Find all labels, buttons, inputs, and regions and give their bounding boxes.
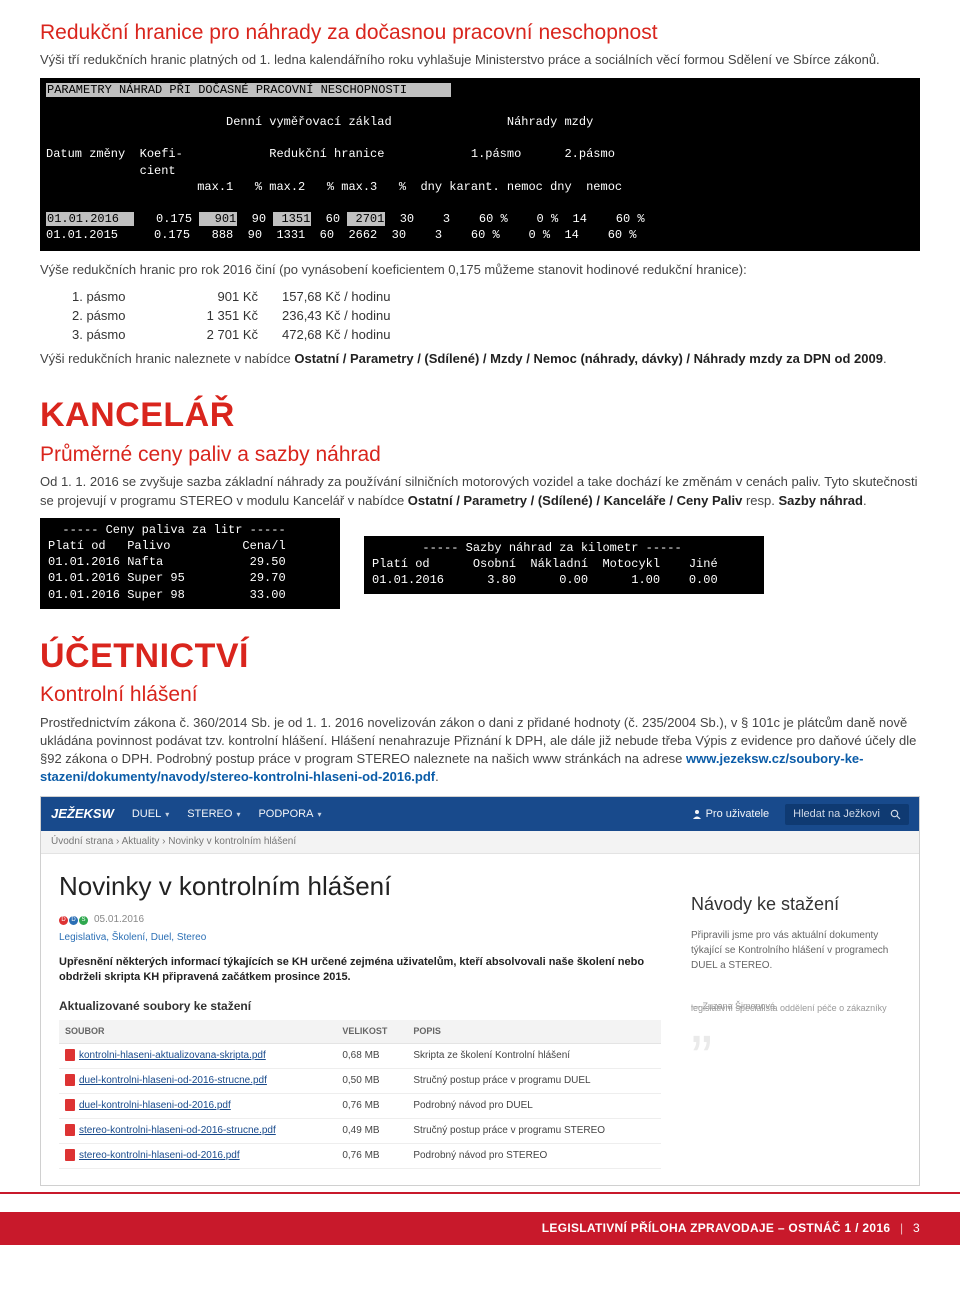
s2-post: . [863,493,867,508]
file-size: 0,49 MB [336,1118,407,1143]
footer-sep: | [894,1221,909,1235]
sidebar-body: Připravili jsme pro vás aktuální dokumen… [691,928,901,973]
section1-closing: Výši redukčních hranic naleznete v nabíd… [40,350,920,368]
terminal-km-rates: ----- Sazby náhrad za kilometr ----- Pla… [364,536,764,595]
section1-after-terminal: Výše redukčních hranic pro rok 2016 činí… [40,261,920,279]
article-tags[interactable]: Legislativa, Školení, Duel, Stereo [59,931,661,945]
site-navbar: JEŽEKSW DUEL ▾ STEREO ▾ PODPORA ▾ Pro už… [41,797,919,831]
search-input[interactable]: Hledat na Ježkovi [785,804,909,825]
file-desc: Stručný postup práce v programu DUEL [407,1068,661,1093]
downloads-table: SOUBOR VELIKOST POPIS kontrolni-hlaseni-… [59,1020,661,1169]
section3-paragraph: Prostřednictvím zákona č. 360/2014 Sb. j… [40,714,920,787]
file-link[interactable]: duel-kontrolni-hlaseni-od-2016-strucne.p… [79,1075,267,1086]
col-size: VELIKOST [336,1020,407,1043]
band-row: 3. pásmo2 701 Kč472,68 Kč / hodinu [72,326,920,344]
col-file: SOUBOR [59,1020,336,1043]
footer-rule [0,1192,960,1194]
closing-bold: Ostatní / Parametry / (Sdílené) / Mzdy /… [294,351,883,366]
footer-page: 3 [913,1221,920,1235]
section3-subheading: Kontrolní hlášení [40,680,920,709]
user-icon [692,809,702,819]
search-icon [890,809,901,820]
section2-paragraph: Od 1. 1. 2016 se zvyšuje sazba základní … [40,473,920,509]
file-desc: Skripta ze školení Kontrolní hlášení [407,1043,661,1068]
section1-intro: Výši tří redukčních hranic platných od 1… [40,51,920,69]
section3-title: ÚČETNICTVÍ [40,633,920,681]
site-logo[interactable]: JEŽEKSW [51,805,114,823]
table-row: duel-kontrolni-hlaseni-od-2016-strucne.p… [59,1068,661,1093]
tag-icon: DDS [59,916,88,925]
section1-heading: Redukční hranice pro náhrady za dočasnou… [40,18,920,47]
website-screenshot: JEŽEKSW DUEL ▾ STEREO ▾ PODPORA ▾ Pro už… [40,796,920,1186]
quote-icon: „ [691,1011,901,1030]
terminal-fuel-prices: ----- Ceny paliva za litr ----- Platí od… [40,518,340,609]
article-lead: Upřesnění některých informací týkajících… [59,955,661,986]
file-desc: Podrobný návod pro STEREO [407,1143,661,1168]
breadcrumb: Úvodní strana › Aktuality › Novinky v ko… [41,831,919,854]
sidebar-title: Návody ke stažení [691,892,901,917]
downloads-heading: Aktualizované soubory ke stažení [59,998,661,1015]
file-desc: Stručný postup práce v programu STEREO [407,1118,661,1143]
file-size: 0,68 MB [336,1043,407,1068]
s2-bold1: Ostatní / Parametry / (Sdílené) / Kancel… [408,493,743,508]
band-row: 2. pásmo1 351 Kč236,43 Kč / hodinu [72,307,920,325]
file-link[interactable]: stereo-kontrolni-hlaseni-od-2016-strucne… [79,1125,276,1136]
band-row: 1. pásmo901 Kč157,68 Kč / hodinu [72,288,920,306]
article-date: 05.01.2016 [94,913,144,927]
col-desc: POPIS [407,1020,661,1043]
section2-subheading: Průměrné ceny paliv a sazby náhrad [40,440,920,469]
file-size: 0,50 MB [336,1068,407,1093]
pdf-icon [65,1049,75,1061]
nav-item-podpora[interactable]: PODPORA ▾ [258,807,321,822]
pdf-icon [65,1099,75,1111]
table-row: kontrolni-hlaseni-aktualizovana-skripta.… [59,1043,661,1068]
closing-pre: Výši redukčních hranic naleznete v nabíd… [40,351,294,366]
reduction-bands-list: 1. pásmo901 Kč157,68 Kč / hodinu2. pásmo… [72,288,920,345]
file-size: 0,76 MB [336,1143,407,1168]
nav-item-duel[interactable]: DUEL ▾ [132,807,169,822]
pdf-icon [65,1124,75,1136]
nav-user-link[interactable]: Pro uživatele [692,807,770,822]
table-row: duel-kontrolni-hlaseni-od-2016.pdf 0,76 M… [59,1093,661,1118]
nav-item-stereo[interactable]: STEREO ▾ [187,807,240,822]
table-row: stereo-kontrolni-hlaseni-od-2016-strucne… [59,1118,661,1143]
file-desc: Podrobný návod pro DUEL [407,1093,661,1118]
section2-title: KANCELÁŘ [40,392,920,440]
s2-bold2: Sazby náhrad [778,493,863,508]
table-row: stereo-kontrolni-hlaseni-od-2016.pdf 0,76… [59,1143,661,1168]
file-link[interactable]: kontrolni-hlaseni-aktualizovana-skripta.… [79,1050,266,1061]
terminal-parameters: PARAMETRY NÁHRAD PŘI DOČASNÉ PRACOVNÍ NE… [40,78,920,252]
file-link[interactable]: stereo-kontrolni-hlaseni-od-2016.pdf [79,1150,240,1161]
article-title: Novinky v kontrolním hlášení [59,868,661,904]
s2-mid: resp. [742,493,778,508]
pdf-icon [65,1074,75,1086]
footer-text: LEGISLATIVNÍ PŘÍLOHA ZPRAVODAJE – OSTNÁČ… [542,1221,891,1235]
pdf-icon [65,1149,75,1161]
file-size: 0,76 MB [336,1093,407,1118]
closing-post: . [883,351,887,366]
page-footer: LEGISLATIVNÍ PŘÍLOHA ZPRAVODAJE – OSTNÁČ… [0,1212,960,1245]
s3-post: . [435,769,439,784]
file-link[interactable]: duel-kontrolni-hlaseni-od-2016.pdf [79,1100,231,1111]
search-placeholder: Hledat na Ježkovi [793,807,880,822]
